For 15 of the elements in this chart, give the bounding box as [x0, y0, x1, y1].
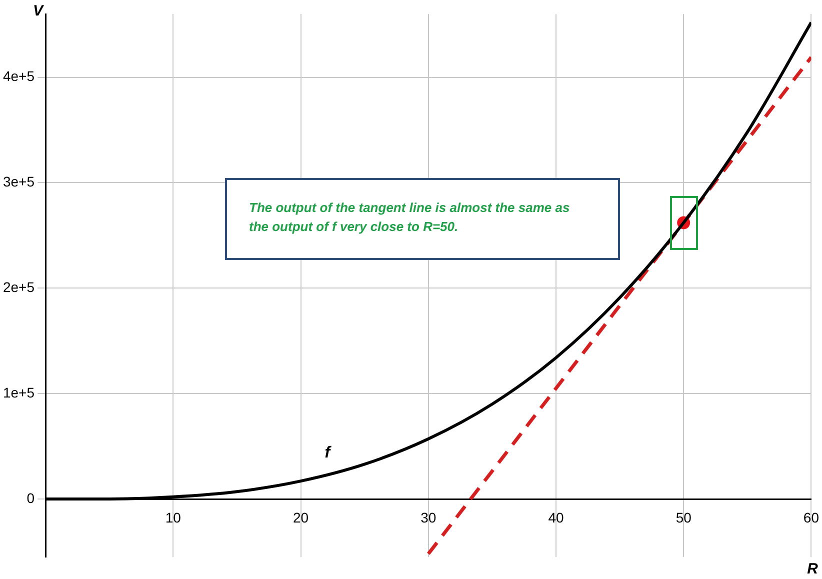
x-axis-title: R: [807, 560, 818, 578]
y-axis-title: V: [33, 2, 45, 20]
x-tick-label: 40: [548, 509, 564, 526]
x-tick-label: 50: [676, 509, 692, 526]
y-tick-label: 4e+5: [2, 68, 35, 84]
text-box: The output of the tangent line is almost the same as the output of f very close to R=50.: [225, 178, 620, 260]
x-tick-label: 60: [803, 509, 820, 526]
y-tick-label: 0: [26, 490, 35, 506]
series-label: f: [324, 444, 332, 462]
x-tick-label: 30: [420, 509, 436, 526]
y-tick-label: 3e+5: [2, 174, 35, 190]
x-tick-label: 20: [292, 509, 309, 526]
x-tick-label: 10: [165, 509, 182, 526]
y-tick-label: 2e+5: [2, 278, 35, 295]
y-tick-label: 1e+5: [2, 384, 35, 400]
